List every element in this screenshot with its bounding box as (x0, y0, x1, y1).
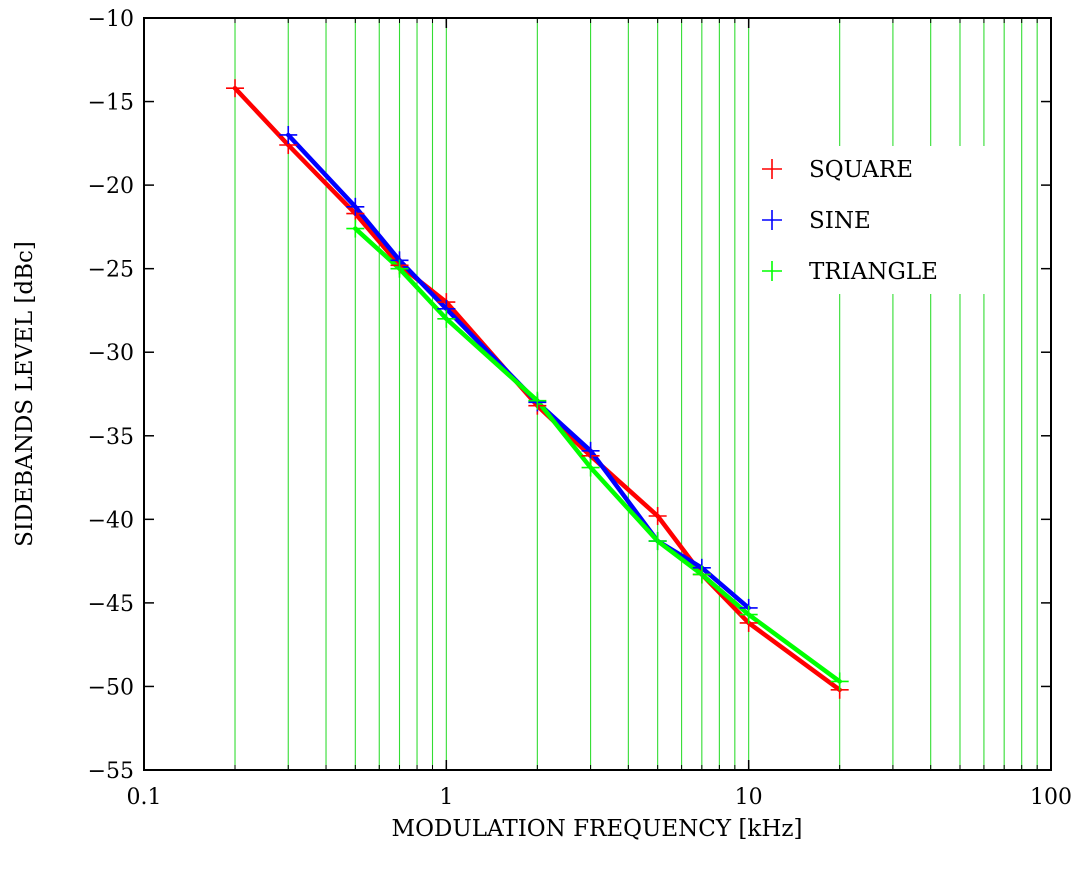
tick-labels: −55 −50 −45 −40 −35 −30 −25 −20 −15 −10 0.1 1 10 100 (88, 7, 1072, 810)
data-point-triangle (528, 391, 547, 410)
data-point-square (226, 79, 245, 98)
legend-background (756, 146, 988, 294)
x-tick-label: 1 (439, 785, 453, 810)
data-point-sine (346, 197, 365, 216)
axis-ticks (143, 17, 1052, 771)
legend-item-sine: SINE (762, 208, 871, 234)
data-point-triangle (739, 605, 758, 624)
legend-label: TRIANGLE (809, 259, 938, 285)
legend: SQUARE SINE TRIANGLE (756, 146, 988, 294)
data-point-triangle (648, 532, 667, 551)
legend-label: SQUARE (809, 157, 913, 183)
data-point-sine (279, 125, 298, 144)
data-point-triangle (390, 259, 409, 278)
y-tick-label: −35 (88, 425, 134, 450)
y-tick-label: −25 (88, 258, 134, 283)
x-tick-label: 10 (735, 785, 763, 810)
legend-label: SINE (809, 208, 871, 234)
y-tick-label: −55 (88, 759, 134, 784)
y-tick-label: −20 (88, 174, 134, 199)
data-point-square (648, 506, 667, 525)
y-tick-label: −15 (88, 91, 134, 116)
data-point-triangle (346, 219, 365, 238)
data-point-triangle (830, 672, 849, 691)
data-point-triangle (581, 458, 600, 477)
y-tick-label: −10 (88, 7, 134, 32)
legend-item-square: SQUARE (762, 157, 913, 183)
y-tick-label: −45 (88, 592, 134, 617)
x-tick-label: 0.1 (127, 785, 162, 810)
y-axis-title: SIDEBANDS LEVEL [dBc] (12, 241, 38, 547)
series-markers (226, 79, 849, 699)
plot-background (144, 18, 1051, 770)
y-tick-label: −30 (88, 341, 134, 366)
data-point-triangle (437, 309, 456, 328)
grid (234, 18, 1038, 770)
y-tick-label: −40 (88, 508, 134, 533)
x-axis-title: MODULATION FREQUENCY [kHz] (392, 816, 803, 842)
y-tick-label: −50 (88, 675, 134, 700)
x-tick-label: 100 (1030, 785, 1072, 810)
data-point-triangle (692, 565, 711, 584)
legend-item-triangle: TRIANGLE (762, 259, 938, 285)
plot-frame (143, 17, 1052, 771)
data-point-sine (581, 441, 600, 460)
